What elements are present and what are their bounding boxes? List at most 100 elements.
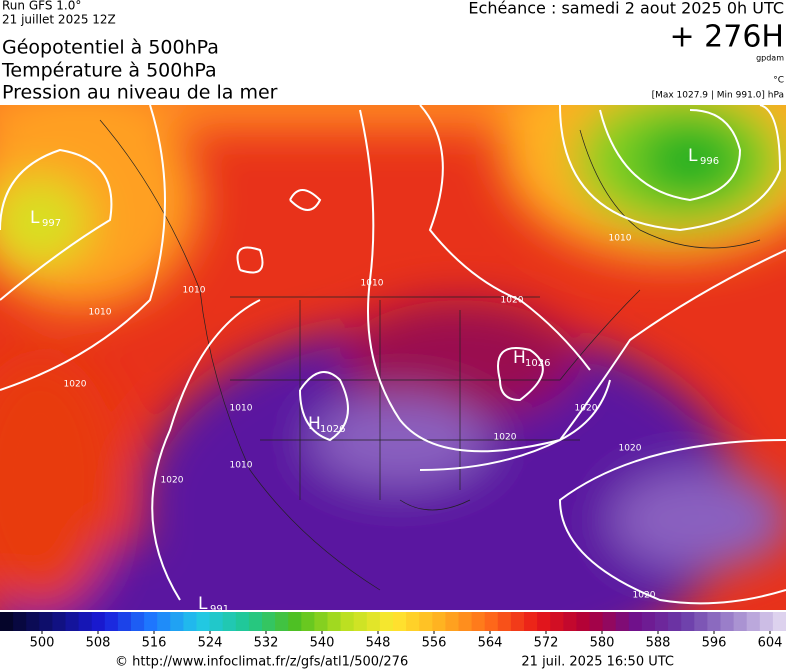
colorbar-swatch <box>484 612 499 631</box>
colorbar-swatch <box>602 612 617 631</box>
center-type: H <box>513 348 526 368</box>
colorbar-label: 500 <box>30 636 55 651</box>
isobar-label: 1010 <box>230 461 253 471</box>
colorbar-swatch <box>668 612 682 631</box>
colorbar-swatch <box>393 612 407 631</box>
colorbar-swatch <box>301 612 315 631</box>
isobar-label: 1020 <box>64 380 87 390</box>
unit: °C <box>773 76 784 86</box>
center-type: L <box>198 594 208 614</box>
colorbar-swatch <box>170 612 184 631</box>
colorbar-swatch <box>196 612 211 631</box>
colorbar-swatch <box>288 612 302 631</box>
colorbar-swatch <box>26 612 40 631</box>
colorbar-label: 596 <box>702 636 727 651</box>
colorbar-swatch <box>379 612 394 631</box>
isobar-label: 1020 <box>501 296 524 306</box>
colorbar-swatch <box>0 612 14 631</box>
unit: gpdam <box>756 54 784 63</box>
colorbar-swatch <box>78 612 93 631</box>
colorbar-swatch <box>183 612 197 631</box>
isobar-label: 1020 <box>619 444 642 454</box>
colorbar-swatch <box>235 612 250 631</box>
colorbar-swatch <box>707 612 721 631</box>
footer-date: 21 juil. 2025 16:50 UTC <box>521 655 674 670</box>
title: Géopotentiel à 500hPa <box>2 37 219 59</box>
colorbar-swatch <box>563 612 577 631</box>
center-type: L <box>688 146 698 166</box>
center-pressure: 997 <box>42 218 61 229</box>
map <box>0 105 786 610</box>
colorbar-swatch <box>144 612 158 631</box>
colorbar-swatch <box>628 612 643 631</box>
colorbar-swatch <box>589 612 604 631</box>
colorbar-label: 572 <box>534 636 559 651</box>
valid-time: Echéance : samedi 2 aout 2025 0h UTC <box>468 0 784 18</box>
colorbar-swatch <box>52 612 66 631</box>
lead-time: + 276H <box>670 20 785 55</box>
colorbar-swatch <box>104 612 119 631</box>
isobar-label: 1020 <box>494 433 517 443</box>
colorbar-label: 604 <box>758 636 783 651</box>
title: Pression au niveau de la mer <box>2 82 278 104</box>
colorbar-swatch <box>733 612 748 631</box>
colorbar-swatch <box>419 612 433 631</box>
colorbar-swatch <box>720 612 735 631</box>
isobar-label: 1010 <box>609 234 632 244</box>
center-pressure: 996 <box>700 156 719 167</box>
isobar-label: 1010 <box>183 286 206 296</box>
colorbar-swatch <box>209 612 224 631</box>
colorbar-swatch <box>746 612 761 631</box>
colorbar-label: 564 <box>478 636 503 651</box>
colorbar-swatch <box>615 612 630 631</box>
pressure-range: [Max 1027.9 | Min 991.0] hPa <box>652 91 784 101</box>
colorbar-swatch <box>445 612 459 631</box>
colorbar-swatch <box>524 612 538 631</box>
colorbar-label: 548 <box>366 636 391 651</box>
colorbar-swatch <box>550 612 564 631</box>
colorbar-swatch <box>222 612 237 631</box>
colorbar-swatch <box>275 612 289 631</box>
colorbar-swatch <box>39 612 53 631</box>
center-pressure: 1026 <box>320 424 345 435</box>
title: Température à 500hPa <box>1 60 217 82</box>
run: Run GFS 1.0° <box>2 0 81 13</box>
isobar-label: 1020 <box>633 591 656 601</box>
colorbar-swatch <box>458 612 473 631</box>
colorbar-swatch <box>117 612 132 631</box>
colorbar-swatch <box>353 612 368 631</box>
colorbar-label: 580 <box>590 636 615 651</box>
colorbar-label: 516 <box>142 636 167 651</box>
isobar-label: 1010 <box>361 279 384 289</box>
colorbar-swatch <box>681 612 695 631</box>
center-pressure: 1026 <box>525 358 550 369</box>
colorbar-swatch <box>314 612 328 631</box>
center-pressure: 991 <box>210 604 229 615</box>
colorbar-swatch <box>91 612 106 631</box>
colorbar-swatch <box>537 612 551 631</box>
colorbar-swatch <box>510 612 525 631</box>
colorbar-label: 540 <box>310 636 335 651</box>
colorbar-swatch <box>759 612 774 631</box>
center-type: L <box>30 208 40 228</box>
colorbar-swatch <box>366 612 381 631</box>
center-type: H <box>308 414 321 434</box>
colorbar-swatch <box>340 612 355 631</box>
colorbar-swatch <box>65 612 80 631</box>
colorbar-swatch <box>262 612 276 631</box>
colorbar-swatch <box>327 612 342 631</box>
isobar-label: 1010 <box>89 308 112 318</box>
isobar-label: 1020 <box>161 476 184 486</box>
colorbar-label: 508 <box>86 636 111 651</box>
colorbar-label: 556 <box>422 636 447 651</box>
colorbar-swatch <box>248 612 263 631</box>
colorbar-swatch <box>13 612 27 631</box>
isobar-label: 1010 <box>230 404 253 414</box>
colorbar-swatch <box>641 612 656 631</box>
run-date: 21 juillet 2025 12Z <box>2 13 116 27</box>
colorbar-label: 532 <box>254 636 279 651</box>
colorbar-label: 524 <box>198 636 223 651</box>
colorbar-swatch <box>576 612 590 631</box>
colorbar-swatch <box>131 612 145 631</box>
